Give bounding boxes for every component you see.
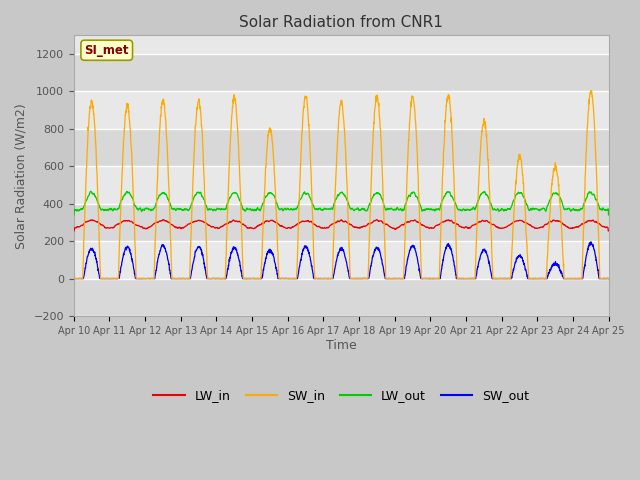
LW_out [369, 195, 376, 201]
LW_in [70, 228, 77, 234]
SW_in [357, 276, 365, 281]
Bar [74, 204, 609, 241]
LW_out [70, 212, 77, 218]
LW_out [87, 188, 95, 194]
SW_in [605, 276, 612, 281]
Text: SI_met: SI_met [84, 44, 129, 57]
Bar [74, 167, 609, 204]
SW_out [605, 276, 612, 281]
LW_out [605, 212, 612, 218]
LW_in [605, 228, 612, 234]
Y-axis label: Solar Radiation (W/m2): Solar Radiation (W/m2) [15, 103, 28, 249]
SW_out [356, 276, 364, 281]
SW_in [497, 276, 504, 281]
SW_in [369, 151, 376, 157]
LW_in [497, 225, 504, 231]
SW_in [588, 87, 595, 93]
SW_in [573, 276, 580, 281]
X-axis label: Time: Time [326, 338, 356, 351]
LW_out [220, 206, 227, 212]
LW_in [573, 224, 580, 230]
SW_out [587, 239, 595, 245]
LW_out [558, 198, 566, 204]
LW_out [573, 207, 580, 213]
Line: SW_in: SW_in [74, 90, 609, 278]
Legend: LW_in, SW_in, LW_out, SW_out: LW_in, SW_in, LW_out, SW_out [148, 384, 534, 407]
SW_out [497, 276, 504, 281]
Bar [74, 54, 609, 92]
LW_in [220, 223, 227, 228]
Bar [74, 278, 609, 316]
SW_in [558, 228, 566, 233]
SW_in [71, 276, 79, 281]
SW_in [220, 276, 227, 281]
Title: Solar Radiation from CNR1: Solar Radiation from CNR1 [239, 15, 444, 30]
Line: SW_out: SW_out [74, 242, 609, 278]
LW_in [369, 220, 376, 226]
LW_in [159, 217, 167, 223]
LW_out [357, 207, 365, 213]
Line: LW_out: LW_out [74, 191, 609, 215]
SW_out [572, 276, 580, 281]
SW_out [70, 276, 77, 281]
LW_in [558, 220, 566, 226]
SW_out [219, 276, 227, 281]
Line: LW_in: LW_in [74, 220, 609, 231]
Bar [74, 92, 609, 129]
Bar [74, 241, 609, 278]
LW_in [357, 224, 365, 230]
SW_in [70, 276, 77, 281]
SW_out [557, 270, 565, 276]
LW_out [497, 208, 504, 214]
Bar [74, 129, 609, 167]
SW_out [368, 256, 376, 262]
